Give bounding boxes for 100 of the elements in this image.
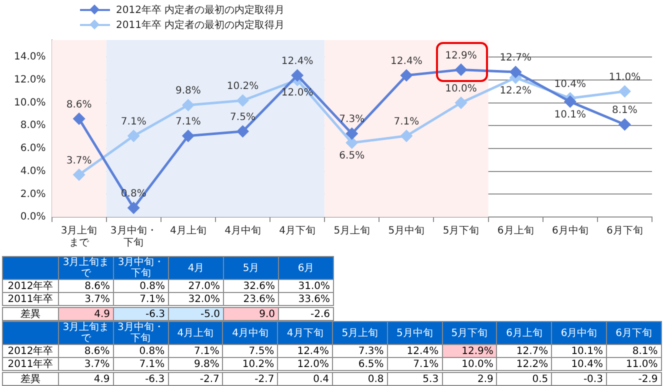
category-label: 5月中旬 [387,322,442,344]
category-label: 3月中旬・下旬 [113,322,168,344]
category-label: 4月 [168,256,224,280]
category-label: 4月下旬 [278,322,332,344]
text: 2011年卒 [2,358,58,372]
data-label: -2.7 [168,372,223,386]
data-label: 31.0% [278,280,334,292]
data-label: 3.7% [58,358,114,372]
data-label: 4.9 [58,306,114,320]
data-label: 12.9% [445,50,477,62]
data-label: 8.6% [58,280,114,292]
data-label: 9.0 [224,306,278,320]
data-label: 32.6% [224,280,278,292]
data-label: 7.3% [339,114,365,126]
category-label: 6月中旬 [552,322,606,344]
category-label: 5月下旬 [442,322,497,344]
data-label: 10.2% [222,358,278,372]
data-label: 0.8% [113,344,168,358]
data-label: 3.7% [66,155,92,166]
data-label: 7.1% [387,358,442,372]
category-label: 3月中旬・下旬 [114,256,168,280]
y-tick-label: 8.0% [20,120,46,132]
data-label: 7.1% [394,116,420,128]
y-tick-label: 14.0% [14,52,46,63]
data-label: 10.4% [552,358,606,372]
data-label: 6.5% [332,358,388,372]
data-label: 7.5% [222,344,278,358]
data-label: 12.4% [281,56,314,67]
data-label: 8.6% [66,99,92,110]
x-tick-label: 5月下旬 [442,224,480,237]
text: 2011年卒 [2,292,58,306]
data-label: -2.7 [222,372,278,386]
x-tick-label: 4月上旬 [170,224,206,237]
x-tick-label: 6月上旬 [497,224,534,237]
x-tick-label: 4月下旬 [279,224,316,237]
data-label: 8.6% [58,344,114,358]
data-label: 3.7% [58,292,114,306]
data-label: 33.6% [278,292,334,306]
category-label: 4月上旬 [168,322,223,344]
data-label: 9.8% [168,358,223,372]
data-label: 12.4% [390,56,422,67]
data-label: 4.9 [58,372,114,386]
x-tick-label: 5月上旬 [334,224,370,237]
category-label: 4月中旬 [222,322,278,344]
category-label: 6月 [278,256,334,280]
data-label: 7.1% [114,292,168,306]
data-label: 10.0% [445,83,477,94]
x-tick-label: 6月下旬 [606,224,643,237]
category-label: 5月 [224,256,278,280]
y-tick-label: 0.0% [20,212,46,223]
data-label: 11.0% [606,358,662,372]
data-label: 8.1% [612,105,638,116]
data-label: 0.5 [496,372,552,386]
data-label: 12.4% [387,344,442,358]
data-label: 7.1% [113,358,168,372]
text: 差異 [2,372,58,386]
category-label: 6月上旬 [496,322,552,344]
y-tick-label: 4.0% [20,166,46,177]
data-label: 2.9 [442,372,497,386]
data-label: 0.8% [114,280,168,292]
data-label: 12.2% [500,85,532,96]
data-label: -6.3 [113,372,168,386]
data-label: 10.4% [554,78,586,90]
text: 2012年卒 [2,280,58,292]
category-label: 6月下旬 [606,322,662,344]
data-label: 6.5% [339,150,365,162]
data-label: 8.1% [606,344,662,358]
data-label: -2.6 [278,306,334,320]
series-label: 差異 [2,306,58,320]
data-label: 23.6% [224,292,278,306]
data-label: 12.0% [278,358,332,372]
data-label: 7.3% [332,344,388,358]
data-label: 12.2% [496,358,552,372]
x-tick-label: 4月中旬 [224,224,261,237]
x-tick-label: 5月中旬 [388,224,425,237]
data-label: 12.7% [496,344,552,358]
data-label: -5.0 [168,306,224,320]
data-label: 12.9% [442,344,497,358]
x-tick-label: 3月中旬・下旬 [110,224,157,249]
data-label: 0.8 [332,372,388,386]
data-label: 12.4% [278,344,332,358]
y-tick-label: 2.0% [20,188,46,200]
data-label: 12.0% [281,88,314,99]
data-label: 10.1% [552,344,606,358]
series-label: 2012年卒 [2,344,58,358]
data-label: 0.4 [278,372,332,386]
category-label: 3月上旬まで [58,322,114,344]
data-label: 7.1% [175,116,201,128]
y-tick-label: 10.0% [14,97,46,108]
legend-label: 2011年卒 内定者の最初の内定取得月 [116,18,285,32]
data-label: -0.3 [552,372,606,386]
y-tick-label: 12.0% [14,74,46,86]
data-label: 10.2% [226,81,259,92]
x-tick-label: 3月上旬まで [60,224,98,249]
data-label: -2.9 [606,372,662,386]
data-label: 7.1% [120,116,146,128]
category-label: 3月上旬まで [58,256,114,280]
data-label: 9.8% [175,86,201,97]
data-label: 7.5% [230,112,256,123]
category-label: 5月上旬 [332,322,388,344]
